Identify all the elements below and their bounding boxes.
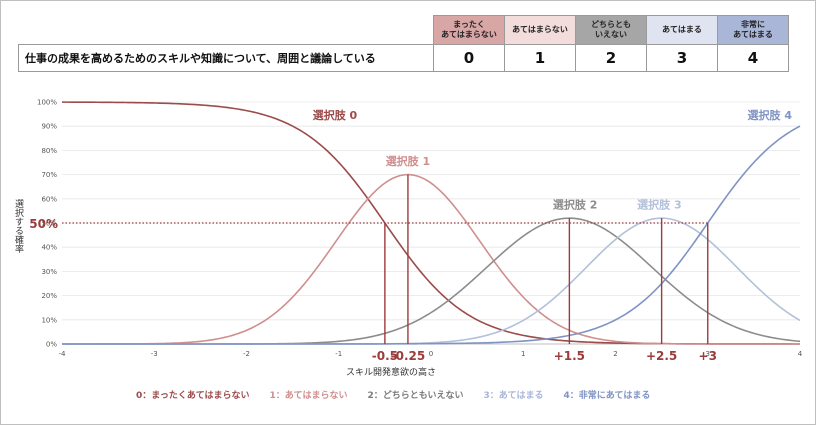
y-axis-title: 選択する確率 [13,199,24,254]
question-text: 仕事の成果を高めるためのスキルや知識について、周囲と議論している [18,44,434,72]
y-tick-label: 20% [41,292,57,300]
curve-label-0: 選択肢 0 [313,108,358,122]
curve-option-1 [62,173,800,345]
y-tick-label: 0% [46,341,57,349]
y-tick-label: 40% [41,244,57,252]
option-value-0: 0 [433,44,505,72]
response-scale-table: まったく あてはまらない あてはまらない どちらとも いえない あてはまる 非常にあ… [18,15,789,72]
curve-option-4 [62,125,801,345]
legend: 0：まったくあてはまらない 1：あてはまらない 2：どちらともいえない 3：あてはまる… [136,389,650,401]
scale-header-row: まったく あてはまらない あてはまらない どちらとも いえない あてはまる 非常にあ… [19,15,789,45]
curve-label-4: 選択肢 4 [748,108,793,122]
option-header-line2: あてはまる [662,25,702,34]
option-header-line1: 非常に [741,20,765,29]
curve-option-2 [62,217,801,345]
option-header-line2: あてはまらない [441,30,497,39]
legend-entry-0: 0：まったくあてはまらない [136,390,250,401]
y-tick-label: 10% [41,316,57,324]
curve-label-3: 選択肢 3 [637,197,681,211]
option-header-line1: まったく [453,20,485,29]
threshold-label-0: -0.5 [372,349,398,363]
y-tick-label: 90% [41,123,57,131]
legend-entry-3: 3：あてはまる [484,390,544,401]
threshold-markers: 50% -0.5-0.25 +1.5 +2.5 +3 [29,174,717,363]
threshold-label-1: -0.25 [391,349,426,363]
option-header-line2: あてはまる [733,30,773,39]
x-tick-label: 3 [706,350,710,358]
option-header-1: あてはまらない [504,15,576,45]
y-tick-label: 30% [41,268,57,276]
threshold-label-3: +2.5 [646,349,677,363]
y-tick-label: 80% [41,147,57,155]
option-header-4: 非常に あてはまる [717,15,789,45]
x-tick-label: -2 [243,350,250,358]
option-header-line1: どちらとも [591,20,631,29]
curve-option-3 [62,217,801,345]
x-tick-label: 2 [613,350,617,358]
option-value-4: 4 [717,44,789,72]
x-axis-title: スキル開発意欲の高さ [346,366,436,378]
curve-labels: 選択肢 0 選択肢 1 選択肢 2 選択肢 3 選択肢 4 [313,108,793,212]
legend-entry-1: 1：あてはまらない [270,390,348,401]
x-tick-label: -3 [151,350,158,358]
option-header-line2: あてはまらない [512,25,568,34]
threshold-label-2: +1.5 [554,349,585,363]
curve-label-1: 選択肢 1 [386,154,430,168]
y-tick-label: 100% [37,99,57,107]
y-tick-label: 60% [41,195,57,203]
legend-entry-2: 2：どちらともいえない [367,389,463,401]
legend-entry-4: 4：非常にあてはまる [563,389,650,401]
x-tick-label: 1 [521,350,525,358]
option-value-1: 1 [504,44,576,72]
curves [61,101,801,345]
scale-question-row: 仕事の成果を高めるためのスキルや知識について、周囲と議論している 0 1 2 3… [18,44,789,72]
x-tick-label: -1 [335,350,342,358]
x-tick-label: 4 [798,350,803,358]
option-header-line2: いえない [595,30,627,39]
x-tick-label: 0 [429,350,433,358]
threshold-label-4: +3 [699,349,717,363]
y-tick-label: 50% [41,220,57,228]
y-tick-label: 70% [41,171,57,179]
curve-label-2: 選択肢 2 [553,197,597,211]
fifty-percent-label: 50% [29,217,58,231]
option-value-2: 2 [575,44,647,72]
option-header-2: どちらとも いえない [575,15,647,45]
x-tick-label: -4 [59,350,67,358]
